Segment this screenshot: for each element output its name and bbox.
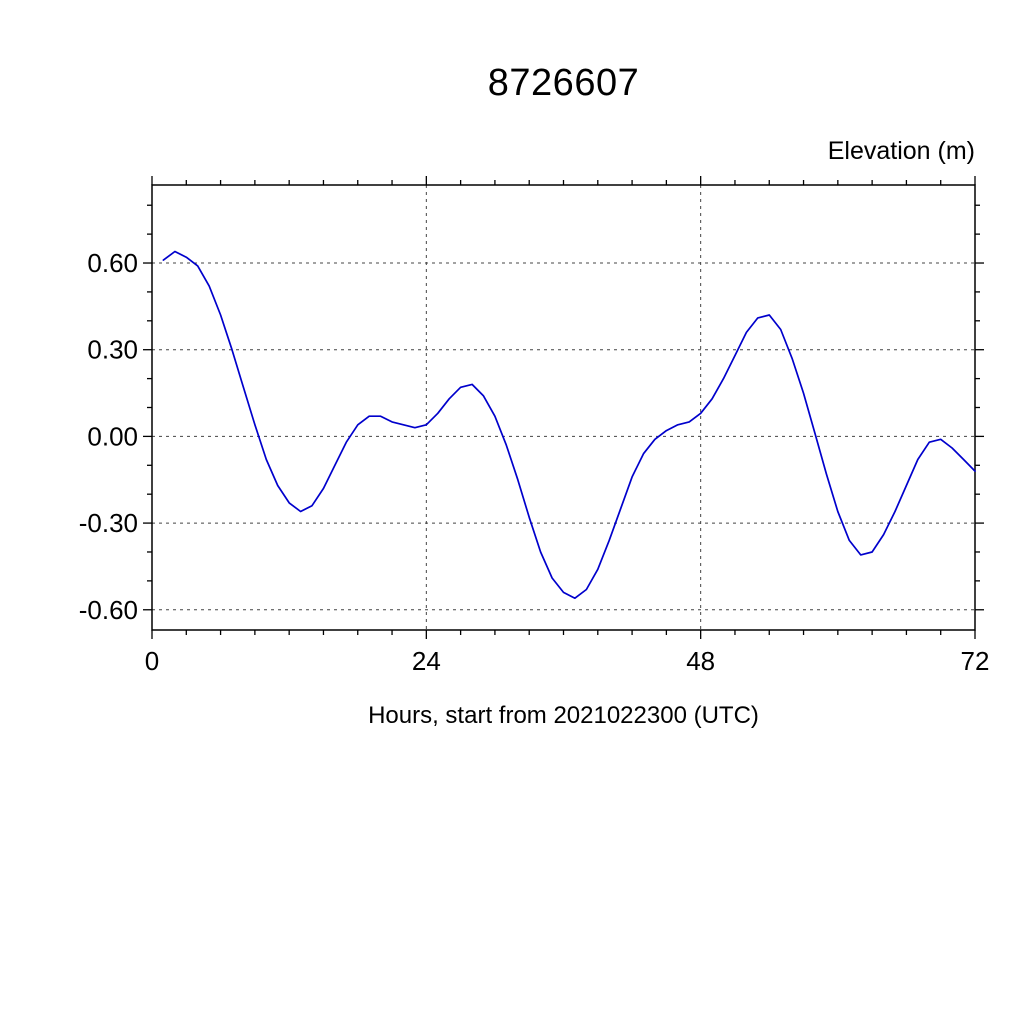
y-tick-label: -0.30 xyxy=(79,508,138,538)
x-tick-label: 72 xyxy=(961,646,990,676)
plot-frame xyxy=(151,184,976,631)
x-tick-label: 48 xyxy=(686,646,715,676)
chart-title: 8726607 xyxy=(487,62,640,104)
x-tick-label: 0 xyxy=(145,646,159,676)
y-tick-label: 0.30 xyxy=(87,335,138,365)
y-tick-label: 0.00 xyxy=(87,421,138,451)
y-tick-label: -0.60 xyxy=(79,595,138,625)
y-tick-label: 0.60 xyxy=(87,248,138,278)
x-axis-title: Hours, start from 2021022300 (UTC) xyxy=(368,702,759,729)
y-axis-title: Elevation (m) xyxy=(827,137,975,165)
elevation-line xyxy=(162,250,976,600)
x-tick-label: 24 xyxy=(412,646,441,676)
